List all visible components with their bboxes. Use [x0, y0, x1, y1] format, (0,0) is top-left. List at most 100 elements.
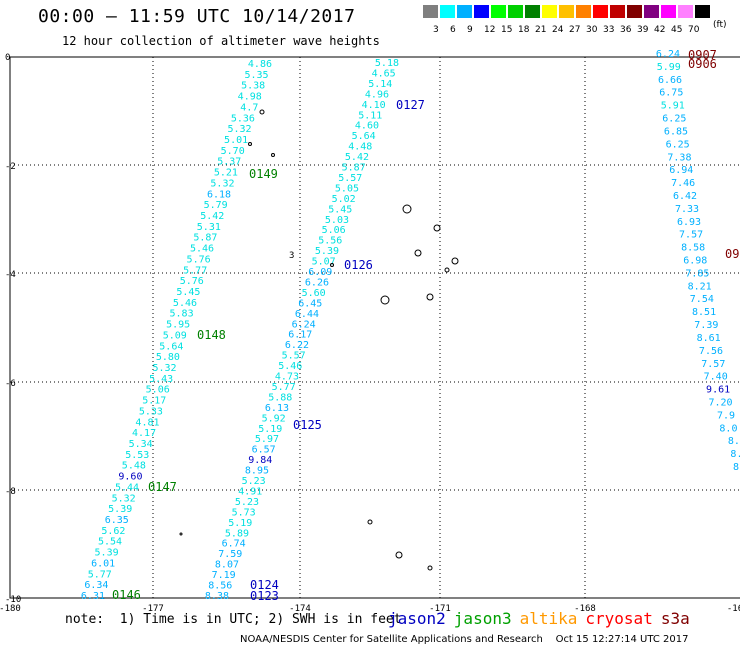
wave-height-value: 6.75 [659, 88, 683, 99]
scale-tick-label: 33 [603, 25, 615, 35]
scale-swatch [457, 5, 472, 18]
scale-swatch [678, 5, 693, 18]
wave-height-value: 4.96 [365, 89, 389, 100]
scale-swatch [508, 5, 523, 18]
scale-tick-label: 30 [586, 25, 598, 35]
scale-tick-label: 12 [484, 25, 496, 35]
wave-height-value: 8. [730, 449, 740, 460]
scale-tick-label: 39 [637, 25, 649, 35]
scale-swatch [423, 5, 438, 18]
pass-label-0906: 0906 [688, 57, 717, 71]
wave-height-value: 5.60 [302, 288, 326, 299]
wave-height-value: 4.48 [348, 142, 372, 153]
wave-height-value: 5.77 [183, 265, 207, 276]
scale-unit-label: (ft) [713, 20, 727, 30]
wave-height-value: 5.35 [244, 70, 268, 81]
scale-tick-label: 15 [501, 25, 513, 35]
wave-height-value: 5.62 [101, 526, 125, 537]
wave-height-value: 5.19 [258, 424, 282, 435]
wave-height-value: 5.21 [214, 168, 238, 179]
island-outline [259, 109, 265, 115]
y-tick-label: 0 [5, 53, 10, 63]
page-title: 00:00 – 11:59 UTC 10/14/2017 [38, 6, 356, 27]
wave-height-value: 5.79 [204, 200, 228, 211]
scale-tick-label: 24 [552, 25, 564, 35]
map-frame [9, 56, 740, 599]
pass-label-0907: 0907 [688, 48, 717, 62]
satellite-s3a: s3a [660, 609, 690, 628]
scale-swatch [559, 5, 574, 18]
pass-label-0125: 0125 [293, 418, 322, 432]
scale-swatch [474, 5, 489, 18]
wave-height-value: 5.46 [190, 244, 214, 255]
wave-height-value: 5.91 [661, 101, 685, 112]
island-outline [433, 224, 441, 232]
wave-height-value: 6.45 [298, 298, 322, 309]
wave-height-value: 7.19 [212, 570, 236, 581]
wave-height-value: 6.31 [81, 591, 105, 602]
pass-label-0123: 0123 [250, 589, 279, 603]
wave-height-value: 6.09 [308, 267, 332, 278]
pass-label-0146: 0146 [112, 588, 141, 602]
wave-height-value: 6.98 [683, 256, 707, 267]
wave-height-value: 5.48 [122, 461, 146, 472]
island-outline [179, 532, 183, 536]
wave-height-value: 6.18 [207, 189, 231, 200]
x-tick-label: -168 [574, 604, 596, 614]
x-tick-label: -171 [429, 604, 451, 614]
wave-height-value: 4.10 [362, 100, 386, 111]
scale-tick-label: 18 [518, 25, 530, 35]
scale-tick-label: 27 [569, 25, 581, 35]
scale-swatch [491, 5, 506, 18]
wave-height-value: 5.88 [268, 392, 292, 403]
island-outline [330, 263, 334, 267]
pass-label-0126: 0126 [344, 258, 373, 272]
satellite-altika: altika [519, 609, 578, 628]
wave-height-value: 6.57 [252, 445, 276, 456]
wave-height-value: 8.21 [688, 281, 712, 292]
wave-height-value: 5.33 [139, 406, 163, 417]
island-outline [427, 565, 433, 571]
wave-height-value: 6.24 [656, 49, 680, 60]
wave-height-value: 6.42 [673, 191, 697, 202]
wave-height-value: 5.70 [221, 146, 245, 157]
island-outline [444, 267, 450, 273]
wave-height-value: 8.0 [719, 423, 737, 434]
scale-tick-label: 3 [433, 25, 439, 35]
wave-height-value: 8.58 [681, 243, 705, 254]
wave-height-value: 6.85 [664, 126, 688, 137]
wave-height-value: 5.45 [176, 287, 200, 298]
wave-height-value: 5.42 [345, 152, 369, 163]
wave-height-value: 5.57 [282, 351, 306, 362]
wave-height-value: 5.23 [242, 476, 266, 487]
island-outline [271, 153, 275, 157]
wave-height-value: 5.97 [255, 434, 279, 445]
wave-height-value: 5.45 [328, 204, 352, 215]
scale-swatch [644, 5, 659, 18]
pass-label-0149: 0149 [249, 167, 278, 181]
island-outline [395, 551, 403, 559]
island-outline [380, 295, 390, 305]
wave-height-value: 9.61 [706, 385, 730, 396]
wave-height-value: 5.53 [125, 450, 149, 461]
x-tick-label: -180 [0, 604, 21, 614]
wave-height-value: 5.39 [315, 246, 339, 257]
wave-height-value: 7.38 [667, 152, 691, 163]
wave-height-value: 7.57 [679, 230, 703, 241]
wave-height-value: 5.05 [335, 183, 359, 194]
x-tick-label: -177 [142, 604, 164, 614]
y-tick-label: -6 [5, 379, 16, 389]
wave-height-value: 5.31 [197, 222, 221, 233]
wave-height-value: 8. [733, 462, 740, 473]
wave-height-value: 5.56 [318, 236, 342, 247]
wave-height-value: 7.59 [218, 549, 242, 560]
wave-height-value: 4.81 [135, 417, 159, 428]
wave-height-value: 8.61 [697, 333, 721, 344]
scale-swatch [661, 5, 676, 18]
wave-height-value: 6.25 [666, 139, 690, 150]
wave-height-value: 5.39 [95, 548, 119, 559]
wave-height-value: 4.7 [240, 102, 258, 113]
wave-height-value: 5.02 [332, 194, 356, 205]
wave-height-value: 6.22 [285, 340, 309, 351]
